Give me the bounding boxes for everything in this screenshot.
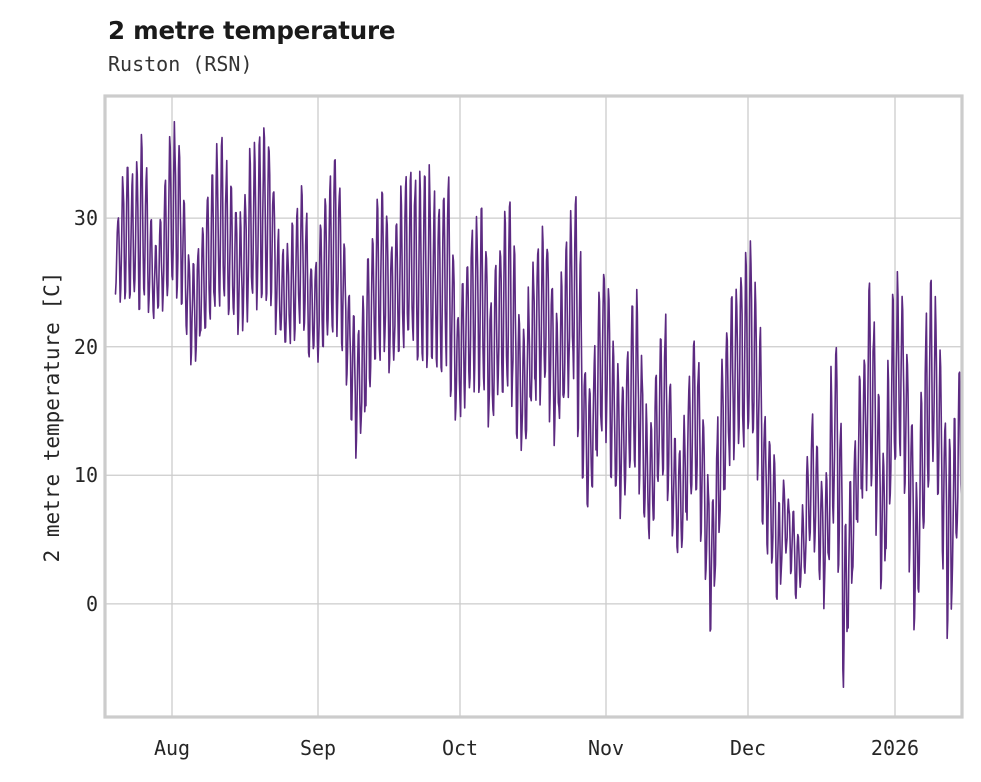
y-tick-label: 30 [73, 206, 98, 231]
y-tick-label: 0 [85, 591, 98, 616]
series-line-2-metre-temperature [114, 120, 962, 688]
x-tick-label: Dec [729, 736, 767, 760]
x-tick-label: Sep [299, 736, 337, 760]
x-tick-label: Nov [587, 736, 625, 760]
chart-title: 2 metre temperature [108, 16, 396, 45]
y-tick-label: 20 [73, 334, 98, 359]
plot-background [105, 96, 962, 717]
x-tick-label: Aug [153, 736, 191, 760]
plot-border [103, 94, 964, 719]
chart-subtitle: Ruston (RSN) [108, 52, 253, 76]
x-tick-label: 2026 [870, 736, 920, 760]
y-tick-label: 10 [73, 463, 98, 488]
x-tick-label: Oct [441, 736, 479, 760]
y-axis-ticks: 0 10 20 30 [30, 0, 98, 782]
